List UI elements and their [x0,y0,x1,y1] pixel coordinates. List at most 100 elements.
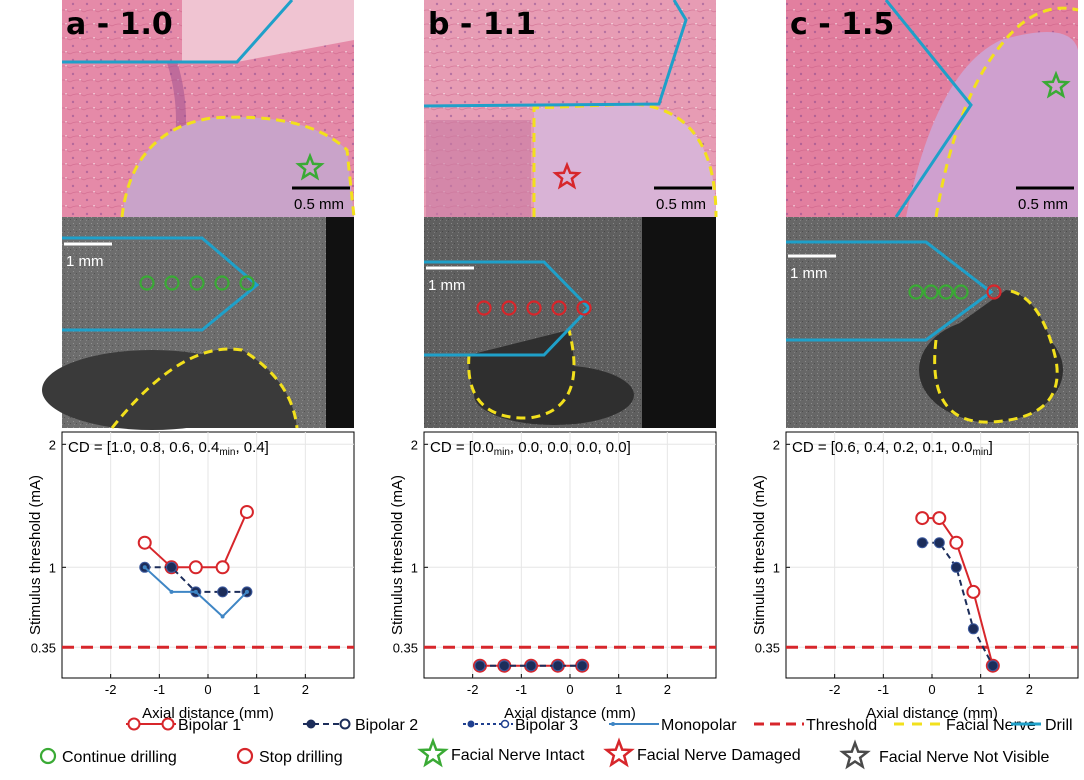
x-tick-label: -1 [154,682,166,697]
data-point [933,537,945,549]
legend-item-star-green: Facial Nerve Intact [417,737,585,768]
facial-nerve-tissue [906,32,1078,217]
facial-nerve-outline [934,6,1079,218]
cd-annotation: CD = [1.0, 0.8, 0.6, 0.4min, 0.4] [68,439,269,458]
ct-measure-circle-green [164,275,180,291]
legend-label: Facial Nerve Damaged [637,747,801,764]
data-point [987,660,999,672]
legend-label: Bipolar 3 [515,717,578,734]
ct-measure-circle-green [214,275,230,291]
x-tick-label: -1 [516,682,528,697]
y-axis-label: Stimulus threshold (mA) [27,475,44,635]
legend-marker [127,717,141,731]
histology-image: 0.5 mm c - 1.5 [786,0,1079,218]
panel-a: 0.5 mm a - 1.0 1 mm -2 -1 0 1 2 0.35 1 2 CD = [1.0,… [27,0,356,722]
x-tick-label: 2 [664,682,671,697]
y-tick-label: 1 [773,560,780,575]
ct-scale-label: 1 mm [428,277,466,294]
ct-measure-circle-red [551,300,567,316]
y-tick-label: 2 [773,437,780,452]
histology-image: 0.5 mm a - 1.0 [62,0,356,218]
legend-marker [500,719,510,729]
ct-facial-nerve-outline [467,329,576,420]
legend-item-nerve: Facial Nerve [894,717,1036,734]
histology-scale-label: 0.5 mm [294,196,344,213]
legend-item-drill: Drill [1011,717,1073,734]
data-point [966,584,981,599]
ct-image: 1 mm [42,217,354,430]
facial-nerve-outline [120,115,356,218]
x-tick-label: 2 [302,682,309,697]
nerve-status-star-icon [295,152,325,181]
legend-label: Facial Nerve [946,717,1036,734]
data-point [916,537,928,549]
legend-item-bipolar1: Bipolar 1 [126,717,241,734]
ct-image: 1 mm [424,217,716,428]
data-point [949,535,964,550]
data-point [950,561,962,573]
legend-label: Monopolar [661,717,737,734]
ct-nerve-region [112,348,297,428]
series-line [922,541,994,667]
x-axis-label: Axial distance (mm) [142,705,274,722]
data-point [215,560,230,575]
panel-b: 0.5 mm b - 1.1 1 mm -2 -1 0 1 2 0.35 1 2 CD = [0.0m… [389,0,718,722]
legend-label: Threshold [806,717,877,734]
histology-scale-label: 0.5 mm [1018,196,1068,213]
chart-panel-a: -2 -1 0 1 2 0.35 1 2 CD = [1.0, 0.8, 0.6, 0.4min… [27,431,355,722]
series-monopolar [142,565,249,619]
tissue-region [182,0,354,62]
ct-measure-circle-green [923,284,939,300]
ct-drill-outline [424,260,592,357]
legend-marker [467,720,475,728]
data-point [193,589,198,594]
legend-marker [306,719,316,729]
data-point [220,614,225,619]
legend-marker [339,718,351,730]
drill-path [423,0,688,108]
ct-nerve-region [934,290,1058,423]
legend-item-monopolar: Monopolar [609,717,737,734]
panel-c: 0.5 mm c - 1.5 1 mm -2 -1 0 1 2 0.35 1 2 CD = [0.6,… [751,0,1079,722]
legend-label: Continue drilling [62,749,177,766]
x-tick-label: -1 [878,682,890,697]
data-point [137,535,152,550]
data-point [915,511,930,526]
x-tick-label: -2 [105,682,117,697]
y-axis-label: Stimulus threshold (mA) [751,475,768,635]
legend-label: Bipolar 2 [355,717,418,734]
legend-marker [161,717,175,731]
ct-measure-circle-red [501,300,517,316]
nerve-not-visible-star-icon [839,739,871,770]
y-tick-label: 1 [411,560,418,575]
x-tick-label: 1 [253,682,260,697]
panel-label: c - 1.5 [790,7,894,42]
legend-item-bipolar3: Bipolar 3 [463,717,578,734]
data-point [576,660,588,672]
series-bipolar-1 [915,511,1000,673]
chart-panel-b: -2 -1 0 1 2 0.35 1 2 CD = [0.0min, 0.0, 0.0, 0.0… [389,431,717,722]
bone-region [426,120,531,217]
y-tick-label: 0.35 [755,640,780,655]
data-point [217,586,229,598]
data-point [967,623,979,635]
panel-label: a - 1.0 [66,7,173,42]
chart-panel-c: -2 -1 0 1 2 0.35 1 2 CD = [0.6, 0.4, 0.2, 0.1, 0… [751,431,1079,722]
ct-measure-circle-red [476,300,492,316]
x-tick-label: 1 [977,682,984,697]
ct-measure-circle-green [189,275,205,291]
cd-annotation: CD = [0.0min, 0.0, 0.0, 0.0, 0.0] [430,439,631,458]
x-axis-label: Axial distance (mm) [866,705,998,722]
ct-measure-circle-green [239,275,255,291]
drill-path [884,0,973,218]
y-tick-label: 2 [411,437,418,452]
x-tick-label: -2 [829,682,841,697]
x-tick-label: -2 [467,682,479,697]
legend-label: Bipolar 1 [178,717,241,734]
ct-facial-nerve-outline [110,347,299,429]
nerve-damaged-star-icon [603,737,635,768]
x-axis-label: Axial distance (mm) [504,705,636,722]
cd-annotation: CD = [0.6, 0.4, 0.2, 0.1, 0.0min] [792,439,993,458]
ct-measure-circle-red [986,284,1002,300]
y-axis-label: Stimulus threshold (mA) [389,475,406,635]
